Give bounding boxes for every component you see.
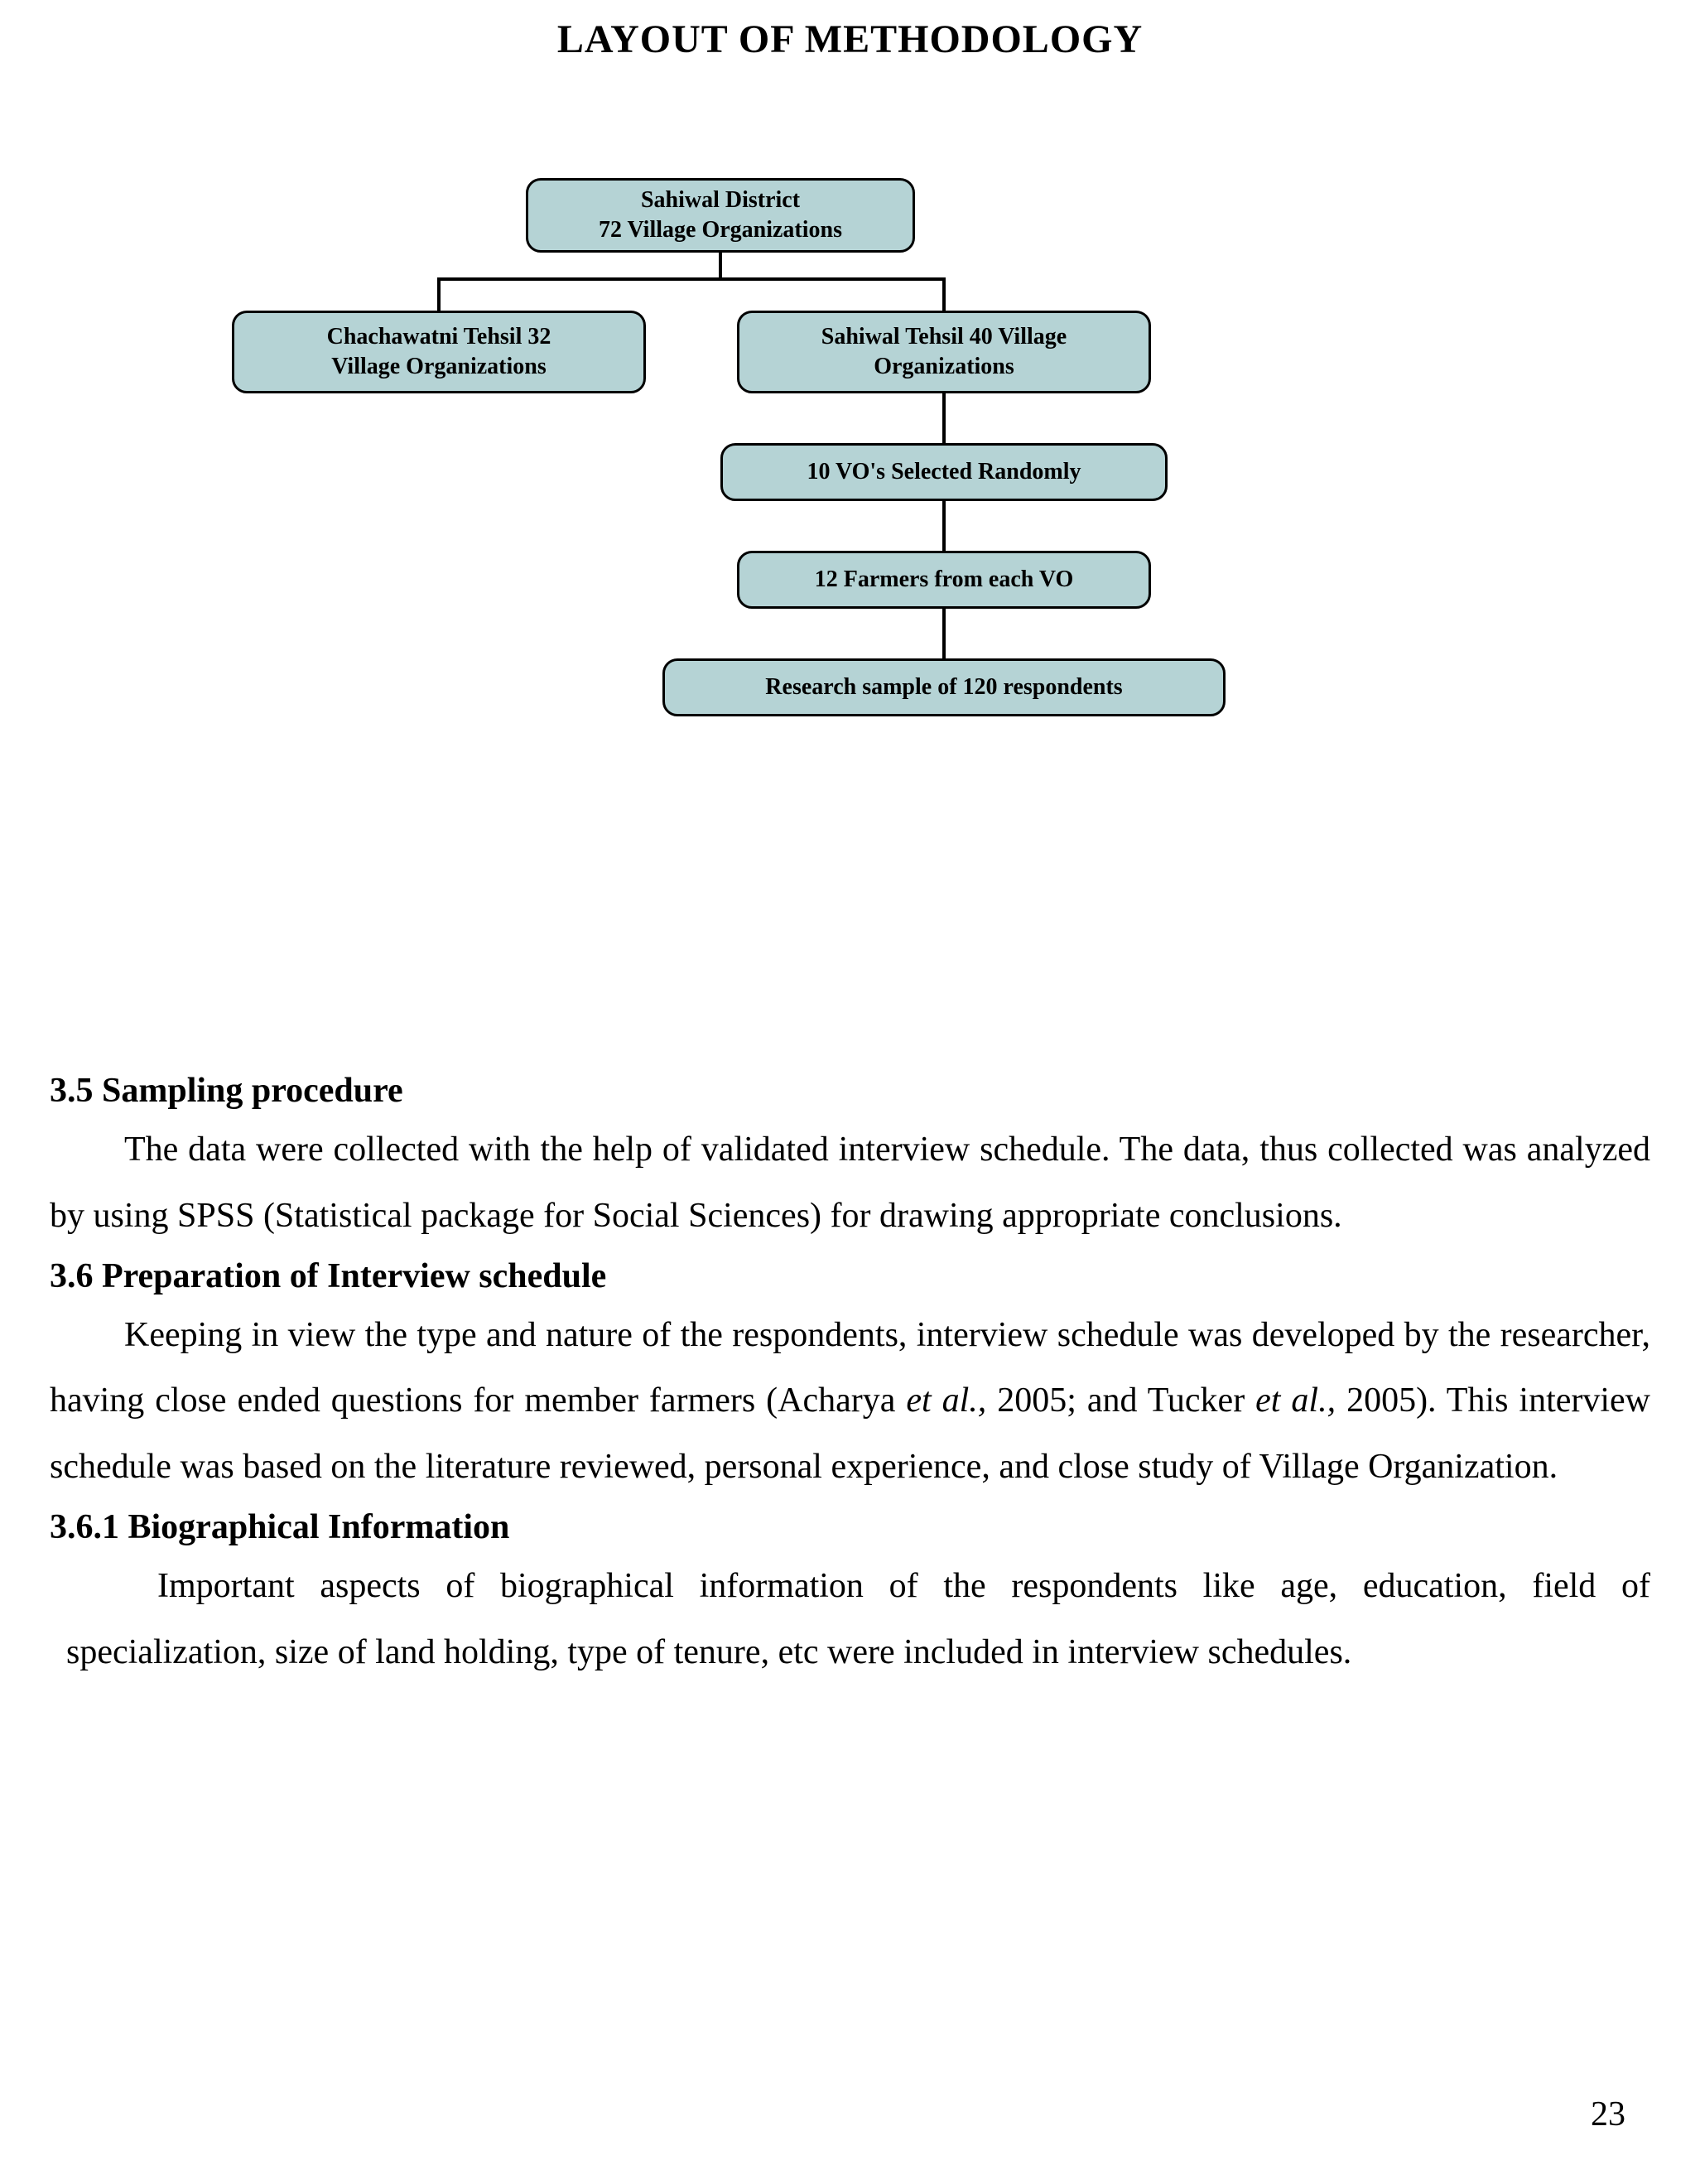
flow-node-step4: 12 Farmers from each VO <box>737 551 1151 609</box>
connector <box>942 277 946 311</box>
node-text: Sahiwal Tehsil 40 Village <box>821 322 1067 352</box>
section-35-para: The data were collected with the help of… <box>50 1117 1650 1250</box>
connector <box>437 277 946 281</box>
connector <box>719 253 722 277</box>
text: 2005; and Tucker <box>986 1381 1255 1420</box>
flow-node-root: Sahiwal District 72 Village Organization… <box>526 178 915 253</box>
node-text: Sahiwal District <box>599 186 842 215</box>
flow-node-left: Chachawatni Tehsil 32 Village Organizati… <box>232 311 646 393</box>
section-heading-361: 3.6.1 Biographical Information <box>50 1507 1650 1547</box>
page-number: 23 <box>1591 2095 1625 2134</box>
flow-node-step5: Research sample of 120 respondents <box>662 658 1226 716</box>
connector <box>942 609 946 658</box>
section-361-para: Important aspects of biographical inform… <box>50 1554 1650 1686</box>
flow-node-step3: 10 VO's Selected Randomly <box>720 443 1168 501</box>
flow-node-right: Sahiwal Tehsil 40 Village Organizations <box>737 311 1151 393</box>
section-heading-35: 3.5 Sampling procedure <box>50 1071 1650 1111</box>
node-text: 72 Village Organizations <box>599 215 842 245</box>
node-text: 10 VO's Selected Randomly <box>807 457 1081 487</box>
node-text: 12 Farmers from each VO <box>815 565 1074 595</box>
section-36-para: Keeping in view the type and nature of t… <box>50 1303 1650 1501</box>
connector <box>942 393 946 443</box>
citation-italic: et al., <box>1255 1381 1336 1420</box>
citation-italic: et al., <box>906 1381 986 1420</box>
node-text: Village Organizations <box>327 352 551 382</box>
page-title: LAYOUT OF METHODOLOGY <box>0 0 1700 79</box>
node-text: Chachawatni Tehsil 32 <box>327 322 551 352</box>
connector <box>437 277 441 311</box>
node-text: Organizations <box>821 352 1067 382</box>
connector <box>942 501 946 551</box>
content-area: 3.5 Sampling procedure The data were col… <box>0 1023 1700 1731</box>
section-heading-36: 3.6 Preparation of Interview schedule <box>50 1256 1650 1296</box>
node-text: Research sample of 120 respondents <box>765 673 1122 702</box>
flowchart: Sahiwal District 72 Village Organization… <box>0 178 1700 841</box>
